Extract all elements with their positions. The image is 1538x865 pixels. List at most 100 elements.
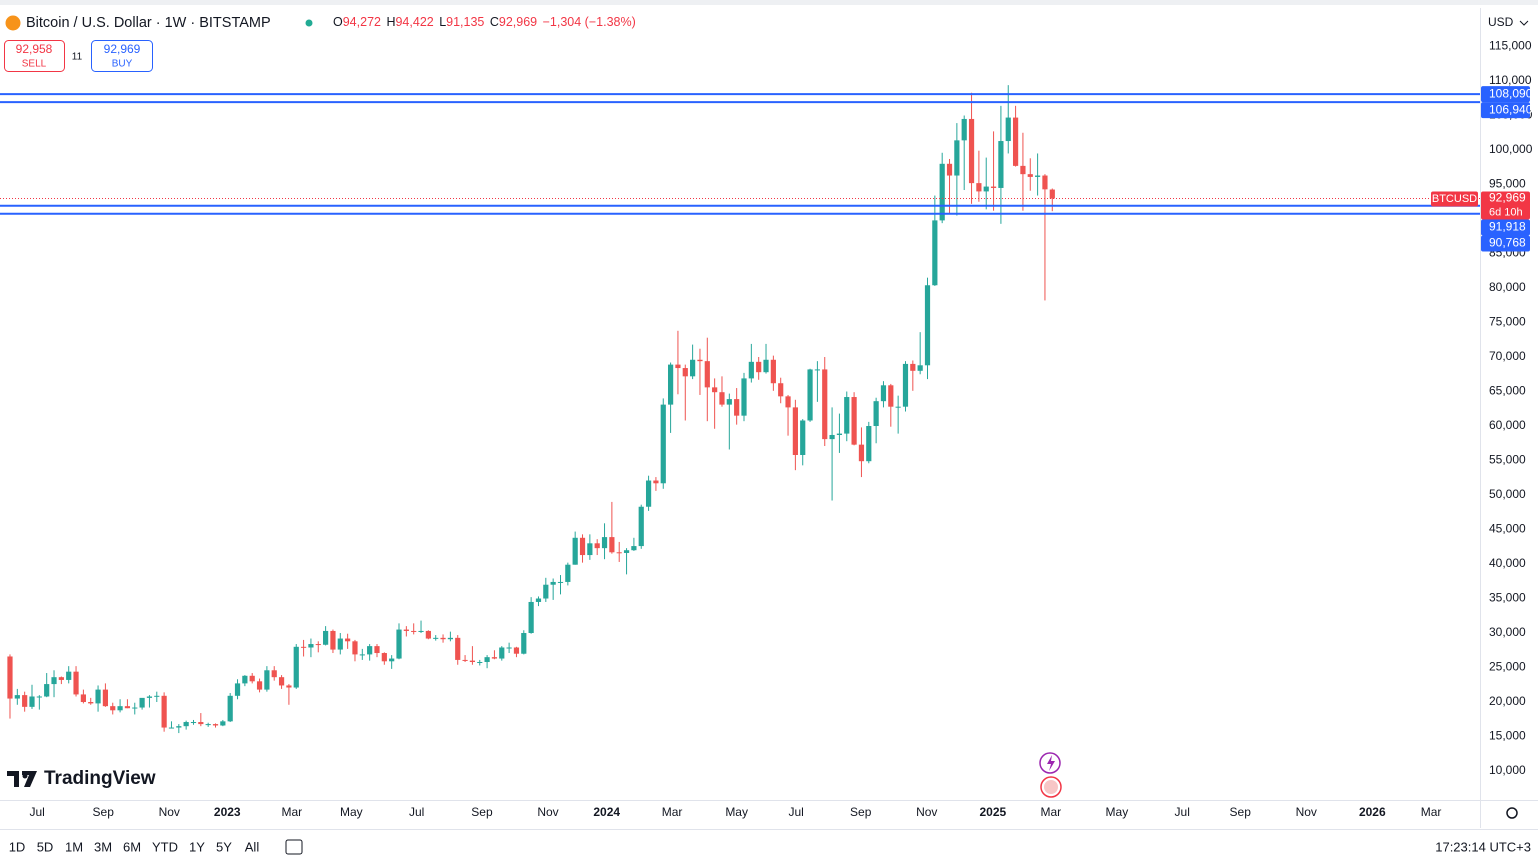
candle-body	[660, 404, 666, 484]
candle-body	[910, 363, 916, 371]
ohlc-value: 94,272	[343, 15, 381, 29]
candle-body	[719, 392, 725, 405]
candle-body	[433, 637, 439, 639]
candle-body	[888, 385, 894, 407]
candle-body	[697, 359, 703, 362]
candle-body	[1035, 175, 1041, 177]
range-button[interactable]: 5Y	[216, 839, 232, 854]
candle-body	[242, 675, 248, 684]
x-tick-label: Nov	[916, 805, 937, 819]
candle-body	[425, 630, 431, 639]
candle-body	[675, 364, 681, 369]
candle-body	[623, 550, 630, 553]
buy-button[interactable]	[91, 40, 153, 72]
candle-body	[44, 684, 50, 697]
currency: USD	[1488, 15, 1514, 29]
candle-body	[763, 359, 769, 373]
candle-body	[176, 726, 182, 728]
clock: 17:23:14 UTC+3	[1435, 839, 1531, 854]
candle-body	[14, 695, 20, 699]
candle-body	[469, 660, 476, 662]
y-tick-label: 110,000	[1489, 73, 1532, 87]
y-tick-label: 100,000	[1489, 142, 1533, 156]
event-icon-bolt	[1047, 755, 1055, 771]
range-bar: 1D 5D 1M 3M 6M YTD 1Y 5Y All	[9, 839, 260, 854]
range-button[interactable]: 5D	[37, 839, 54, 854]
price-label-box	[1481, 86, 1530, 103]
candle-body	[653, 480, 659, 484]
y-tick-label: 20,000	[1489, 694, 1526, 708]
candle-body	[462, 659, 468, 661]
candle-body	[822, 369, 828, 440]
candle-body	[631, 546, 637, 551]
range-button[interactable]: 6M	[123, 839, 141, 854]
x-tick-label: Jul	[1175, 805, 1190, 819]
market-status[interactable]	[305, 19, 313, 27]
price-label-box	[1481, 219, 1530, 236]
candle-body	[389, 658, 395, 662]
candle-body	[873, 401, 879, 427]
candle-body	[455, 637, 461, 660]
range-button[interactable]: 1Y	[189, 839, 205, 854]
candle-body	[645, 480, 652, 507]
candle-body	[58, 677, 64, 680]
candle-body	[29, 696, 35, 707]
range-button[interactable]: 3M	[94, 839, 112, 854]
candle-body	[352, 641, 358, 655]
candle-body	[1027, 174, 1033, 177]
ohlc-value: 92,969	[499, 15, 537, 29]
y-tick-label: 95,000	[1489, 177, 1526, 191]
axes: 10,000 15,000 20,000 25,000 30,000 35,000 40,0…	[29, 39, 1532, 819]
range-button[interactable]: YTD	[152, 839, 178, 854]
x-tick-label: 2023	[214, 805, 241, 819]
settings-button[interactable]	[1506, 807, 1518, 819]
candle-body	[396, 629, 402, 659]
candle-body	[190, 722, 197, 724]
candle-body	[132, 707, 138, 709]
x-tick-label: Nov	[537, 805, 558, 819]
candle-body	[1005, 117, 1011, 142]
candle-body	[844, 397, 850, 434]
symbol-tag: BTCUSD	[1432, 193, 1477, 205]
candle-body	[477, 661, 483, 663]
logo-mark	[7, 771, 37, 787]
goto-date-button[interactable]	[285, 839, 303, 855]
candle-body	[7, 656, 13, 699]
candle-body	[330, 630, 336, 650]
y-tick-label: 60,000	[1489, 418, 1526, 432]
candle-body	[616, 552, 622, 554]
candle-body	[154, 695, 160, 697]
ohlc-label: L	[439, 15, 446, 29]
candle-body	[572, 537, 578, 565]
sell-button[interactable]	[4, 40, 65, 72]
candle-body	[778, 383, 784, 397]
candle-body	[484, 657, 490, 662]
candle-body	[146, 696, 153, 698]
x-tick-label: May	[1106, 805, 1129, 819]
candle-body	[513, 647, 520, 654]
currency-button[interactable]	[1483, 12, 1535, 34]
candle-body	[234, 683, 241, 696]
y-tick-label: 40,000	[1489, 556, 1526, 570]
candle-body	[543, 584, 549, 599]
candle-body	[939, 163, 945, 221]
range-button[interactable]: 1D	[9, 839, 26, 854]
candle-body	[80, 694, 86, 703]
price-label: 106,940	[1489, 102, 1533, 116]
range-button[interactable]: All	[245, 839, 260, 854]
candle-body	[770, 359, 776, 384]
x-tick-label: 2025	[979, 805, 1006, 819]
candle-body	[932, 220, 938, 286]
plot-area	[7, 85, 1055, 734]
candle-body	[323, 630, 329, 645]
candle-body	[924, 285, 931, 366]
y-tick-label: 70,000	[1489, 349, 1526, 363]
range-button[interactable]: 1M	[65, 839, 83, 854]
symbol-title[interactable]: Bitcoin / U.S. Dollar · 1W · BITSTAMP	[26, 15, 271, 31]
candle-body	[712, 387, 718, 393]
candle-body	[961, 118, 967, 141]
x-tick-label: Sep	[850, 805, 872, 819]
candle-body	[1042, 175, 1048, 190]
candle-body	[22, 695, 28, 707]
